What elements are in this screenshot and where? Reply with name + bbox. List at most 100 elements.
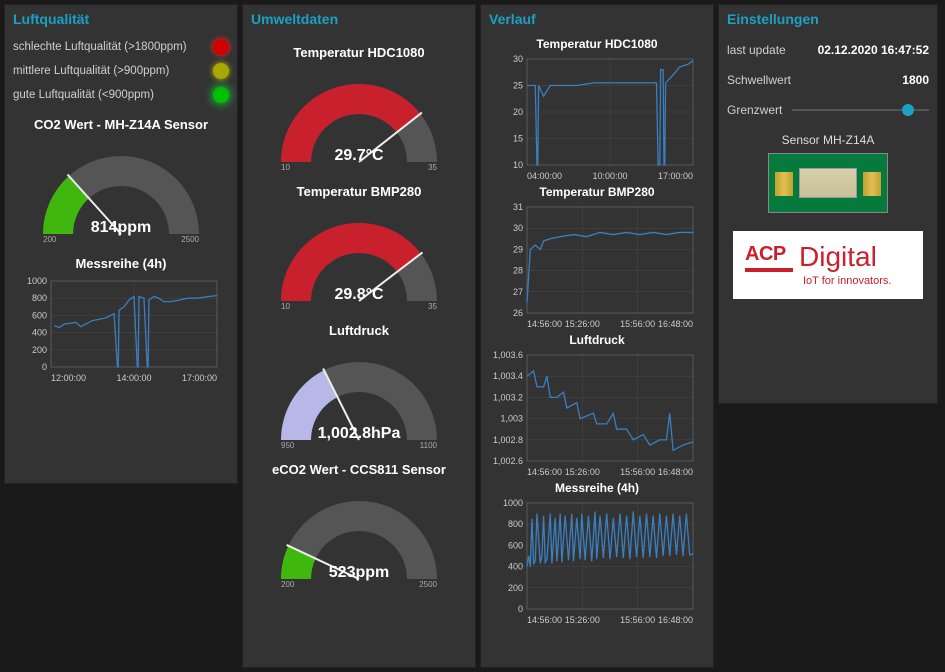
gauge-co2: 814ppm 200 2500 bbox=[13, 136, 229, 246]
svg-text:29.7°C: 29.7°C bbox=[334, 147, 384, 164]
svg-text:14:56:00: 14:56:00 bbox=[527, 319, 562, 329]
brand-bar-icon bbox=[745, 268, 793, 272]
svg-text:17:00:00: 17:00:00 bbox=[658, 171, 693, 181]
svg-text:1100: 1100 bbox=[420, 441, 438, 450]
svg-text:10: 10 bbox=[281, 302, 290, 311]
svg-text:1000: 1000 bbox=[27, 276, 47, 286]
svg-text:16:48:00: 16:48:00 bbox=[658, 615, 693, 625]
svg-text:15:56:00: 15:56:00 bbox=[620, 467, 655, 477]
brand-digital: Digital bbox=[799, 241, 877, 273]
svg-text:1,003.2: 1,003.2 bbox=[493, 392, 523, 402]
last-update-label: last update bbox=[727, 43, 786, 57]
svg-text:1,003.4: 1,003.4 bbox=[493, 371, 523, 381]
brand-tagline: IoT for innovators. bbox=[803, 275, 911, 287]
svg-text:12:00:00: 12:00:00 bbox=[51, 373, 86, 383]
svg-text:15:26:00: 15:26:00 bbox=[565, 467, 600, 477]
row-grenzwert: Grenzwert bbox=[727, 103, 929, 117]
gauge-eco2: 523ppm 200 2500 bbox=[259, 481, 459, 591]
chart-v-mess: 0200400600800100014:56:0015:26:0015:56:0… bbox=[489, 497, 699, 627]
svg-text:2500: 2500 bbox=[419, 580, 437, 589]
panel-luftqualitaet: Luftqualität schlechte Luftqualität (>18… bbox=[4, 4, 238, 484]
svg-text:400: 400 bbox=[508, 562, 523, 572]
svg-text:10: 10 bbox=[513, 160, 523, 170]
brand-acp: ACP bbox=[745, 243, 793, 266]
chart-v-hdc: 10 15 20 25 30 04:00:00 10:00:00 17:00:00 bbox=[489, 53, 699, 183]
svg-text:16:48:00: 16:48:00 bbox=[658, 467, 693, 477]
gauge-druck: 1,002.8hPa 950 1100 bbox=[259, 342, 459, 452]
svg-text:30: 30 bbox=[513, 223, 523, 233]
svg-text:814ppm: 814ppm bbox=[91, 219, 151, 236]
svg-text:28: 28 bbox=[513, 266, 523, 276]
svg-text:27: 27 bbox=[513, 287, 523, 297]
v-hdc-title: Temperatur HDC1080 bbox=[489, 37, 705, 51]
svg-text:16:48:00: 16:48:00 bbox=[658, 319, 693, 329]
sensor-chip-icon bbox=[799, 168, 857, 198]
svg-text:2500: 2500 bbox=[181, 235, 199, 244]
row-last-update: last update 02.12.2020 16:47:52 bbox=[727, 43, 929, 57]
chart-v-druck: 1,002.61,002.81,0031,003.21,003.41,003.6… bbox=[489, 349, 699, 479]
svg-text:800: 800 bbox=[32, 293, 47, 303]
v-mess-title: Messreihe (4h) bbox=[489, 481, 705, 495]
svg-text:0: 0 bbox=[42, 362, 47, 372]
chart-v-bmp: 26272829303114:56:0015:26:0015:56:0016:4… bbox=[489, 201, 699, 331]
svg-text:17:00:00: 17:00:00 bbox=[182, 373, 217, 383]
led-yellow-icon bbox=[213, 63, 229, 79]
svg-text:15: 15 bbox=[513, 134, 523, 144]
panel-title-verlauf: Verlauf bbox=[489, 11, 705, 27]
svg-text:950: 950 bbox=[281, 441, 295, 450]
svg-text:14:56:00: 14:56:00 bbox=[527, 615, 562, 625]
hdc-title: Temperatur HDC1080 bbox=[251, 45, 467, 60]
row-schwellwert: Schwellwert 1800 bbox=[727, 73, 929, 87]
panel-title-umwelt: Umweltdaten bbox=[251, 11, 467, 27]
legend-good-label: gute Luftqualität (<900ppm) bbox=[13, 89, 154, 101]
legend-bad: schlechte Luftqualität (>1800ppm) bbox=[13, 39, 229, 55]
legend-bad-label: schlechte Luftqualität (>1800ppm) bbox=[13, 41, 187, 53]
sensor-caption: Sensor MH-Z14A bbox=[727, 133, 929, 147]
svg-text:26: 26 bbox=[513, 308, 523, 318]
svg-text:15:26:00: 15:26:00 bbox=[565, 319, 600, 329]
svg-text:400: 400 bbox=[32, 328, 47, 338]
panel-einstellungen: Einstellungen last update 02.12.2020 16:… bbox=[718, 4, 938, 404]
svg-text:1,002.8hPa: 1,002.8hPa bbox=[318, 425, 401, 442]
svg-text:1,002.8: 1,002.8 bbox=[493, 435, 523, 445]
v-bmp-title: Temperatur BMP280 bbox=[489, 185, 705, 199]
svg-text:25: 25 bbox=[513, 81, 523, 91]
panel-title-einst: Einstellungen bbox=[727, 11, 929, 27]
svg-text:200: 200 bbox=[32, 345, 47, 355]
svg-text:523ppm: 523ppm bbox=[329, 564, 389, 581]
svg-text:15:56:00: 15:56:00 bbox=[620, 319, 655, 329]
svg-text:200: 200 bbox=[43, 235, 57, 244]
svg-text:14:56:00: 14:56:00 bbox=[527, 467, 562, 477]
svg-text:15:26:00: 15:26:00 bbox=[565, 615, 600, 625]
gauge-hdc: 29.7°C1035 bbox=[259, 64, 459, 174]
mess4h-title: Messreihe (4h) bbox=[13, 256, 229, 271]
led-green-icon bbox=[213, 87, 229, 103]
legend-good: gute Luftqualität (<900ppm) bbox=[13, 87, 229, 103]
eco2-title: eCO2 Wert - CCS811 Sensor bbox=[251, 462, 467, 477]
grenzwert-label: Grenzwert bbox=[727, 103, 782, 117]
schwellwert-label: Schwellwert bbox=[727, 73, 791, 87]
svg-text:200: 200 bbox=[281, 580, 295, 589]
panel-title-luft: Luftqualität bbox=[13, 11, 229, 27]
svg-text:600: 600 bbox=[32, 310, 47, 320]
bmp-title: Temperatur BMP280 bbox=[251, 184, 467, 199]
svg-text:10:00:00: 10:00:00 bbox=[592, 171, 627, 181]
grenzwert-knob[interactable] bbox=[902, 104, 914, 116]
svg-text:30: 30 bbox=[513, 54, 523, 64]
svg-text:800: 800 bbox=[508, 519, 523, 529]
svg-text:0: 0 bbox=[518, 604, 523, 614]
brand-logo: ACP Digital IoT for innovators. bbox=[733, 231, 923, 299]
svg-text:1,003.6: 1,003.6 bbox=[493, 350, 523, 360]
sensor-image bbox=[768, 153, 888, 213]
svg-text:20: 20 bbox=[513, 107, 523, 117]
svg-text:15:56:00: 15:56:00 bbox=[620, 615, 655, 625]
grenzwert-slider[interactable] bbox=[792, 109, 929, 111]
co2-title: CO2 Wert - MH-Z14A Sensor bbox=[13, 117, 229, 132]
legend-mid: mittlere Luftqualität (>900ppm) bbox=[13, 63, 229, 79]
svg-text:04:00:00: 04:00:00 bbox=[527, 171, 562, 181]
svg-text:200: 200 bbox=[508, 583, 523, 593]
svg-text:14:00:00: 14:00:00 bbox=[116, 373, 151, 383]
panel-umweltdaten: Umweltdaten Temperatur HDC1080 29.7°C103… bbox=[242, 4, 476, 668]
led-red-icon bbox=[213, 39, 229, 55]
svg-text:29: 29 bbox=[513, 244, 523, 254]
